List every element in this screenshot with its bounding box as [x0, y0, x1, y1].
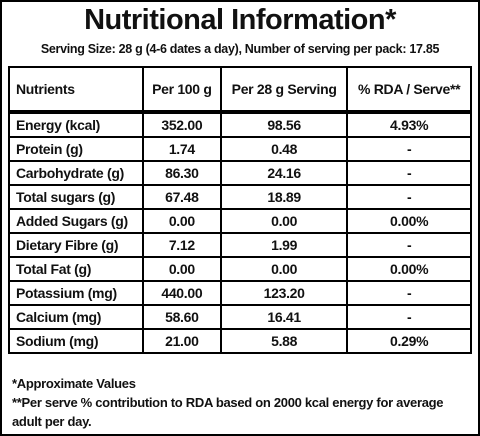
- nutrient-name: Sodium (mg): [8, 328, 144, 354]
- column-header: Nutrients: [8, 66, 144, 113]
- nutrient-value: -: [346, 280, 472, 306]
- table-row: Total Fat (g) 0.00 0.00 0.00%: [8, 256, 472, 282]
- column-header: Per 28 g Serving: [219, 66, 349, 113]
- nutrient-value: 16.41: [219, 304, 349, 330]
- table-row: Calcium (mg) 58.60 16.41-: [8, 304, 472, 330]
- nutrient-name: Calcium (mg): [8, 304, 144, 330]
- nutrient-value: 0.29%: [346, 328, 472, 354]
- nutrient-name: Added Sugars (g): [8, 208, 144, 234]
- nutrient-name: Potassium (mg): [8, 280, 144, 306]
- title: Nutritional Information*: [84, 4, 396, 36]
- nutrient-value: 0.00: [141, 256, 222, 282]
- footnotes: *Approximate Values **Per serve % contrib…: [12, 374, 472, 431]
- nutrient-value: 24.16: [219, 160, 349, 186]
- nutrient-value: -: [346, 136, 472, 162]
- nutrient-value: 1.74: [141, 136, 222, 162]
- nutrient-value: 5.88: [219, 328, 349, 354]
- nutrient-value: 0.00%: [346, 256, 472, 282]
- table-row: Added Sugars (g) 0.00 0.00 0.00%: [8, 208, 472, 234]
- nutrient-value: 440.00: [141, 280, 222, 306]
- nutrient-value: 0.00%: [346, 208, 472, 234]
- table-row: Potassium (mg) 440.00 123.20-: [8, 280, 472, 306]
- column-header: % RDA / Serve**: [346, 66, 472, 113]
- nutrient-value: 7.12: [141, 232, 222, 258]
- nutrient-value: 0.00: [141, 208, 222, 234]
- nutrient-name: Energy (kcal): [8, 111, 144, 138]
- serving-info: Serving Size: 28 g (4-6 dates a day), Nu…: [40, 42, 440, 56]
- table-row: Energy (kcal) 352.00 98.56 4.93%: [8, 111, 472, 138]
- nutrient-value: 123.20: [219, 280, 349, 306]
- nutrient-value: 21.00: [141, 328, 222, 354]
- table-row: Dietary Fibre (g) 7.12 1.99-: [8, 232, 472, 258]
- nutrient-value: -: [346, 304, 472, 330]
- table-row: Carbohydrate (g) 86.30 24.16-: [8, 160, 472, 186]
- nutrient-name: Total Fat (g): [8, 256, 144, 282]
- column-header: Per 100 g: [141, 66, 222, 113]
- table-body: Energy (kcal) 352.00 98.56 4.93% Protein (g)…: [8, 111, 472, 354]
- nutrient-value: 18.89: [219, 184, 349, 210]
- table-row: Total sugars (g) 67.48 18.89-: [8, 184, 472, 210]
- nutrient-name: Dietary Fibre (g): [8, 232, 144, 258]
- nutrient-value: 58.60: [141, 304, 222, 330]
- header-row: Nutrients Per 100 g Per 28 g Serving% RDA …: [8, 66, 472, 113]
- nutrient-value: 98.56: [219, 111, 349, 138]
- nutrition-table: Nutrients Per 100 g Per 28 g Serving% RDA …: [8, 66, 472, 354]
- nutrient-value: -: [346, 160, 472, 186]
- nutrient-value: 1.99: [219, 232, 349, 258]
- table-row: Sodium (mg) 21.00 5.88 0.29%: [8, 328, 472, 354]
- nutrient-value: 0.00: [219, 256, 349, 282]
- nutrient-value: 0.00: [219, 208, 349, 234]
- nutrient-value: 0.48: [219, 136, 349, 162]
- nutrient-name: Carbohydrate (g): [8, 160, 144, 186]
- nutrient-value: 67.48: [141, 184, 222, 210]
- nutrient-value: 4.93%: [346, 111, 472, 138]
- nutrient-value: -: [346, 184, 472, 210]
- nutrient-value: 352.00: [141, 111, 222, 138]
- nutrient-name: Total sugars (g): [8, 184, 144, 210]
- nutrient-name: Protein (g): [8, 136, 144, 162]
- nutrient-value: -: [346, 232, 472, 258]
- table-row: Protein (g) 1.74 0.48-: [8, 136, 472, 162]
- footnote: **Per serve % contribution to RDA based …: [12, 395, 444, 429]
- nutrient-value: 86.30: [141, 160, 222, 186]
- footnote: *Approximate Values: [12, 376, 136, 391]
